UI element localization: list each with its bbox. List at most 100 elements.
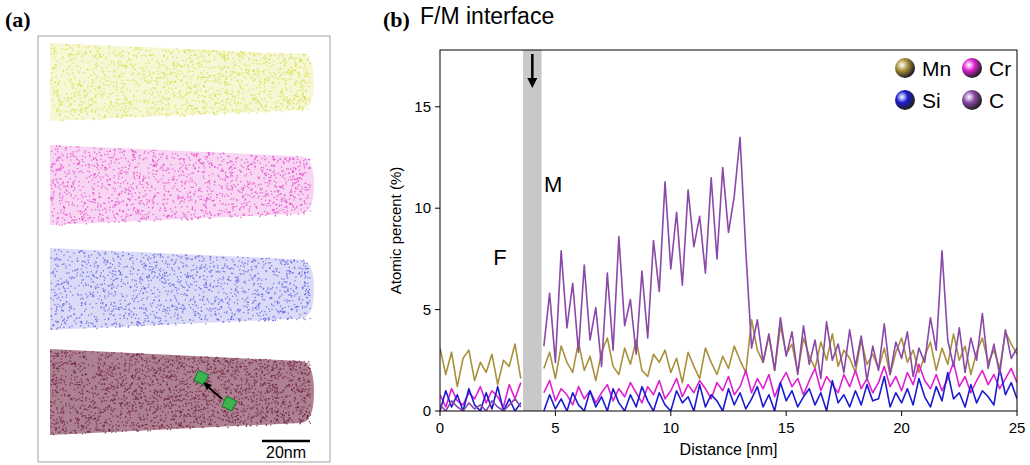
atom-dot <box>223 56 224 57</box>
atom-dot <box>142 73 143 74</box>
atom-dot <box>301 110 302 111</box>
atom-dot <box>261 105 262 106</box>
atom-dot <box>108 222 109 223</box>
atom-dot <box>290 71 291 72</box>
atom-dot <box>151 108 152 109</box>
atom-dot <box>265 89 266 90</box>
atom-dot <box>187 108 188 109</box>
atom-dot <box>294 59 295 60</box>
atom-dot <box>287 96 288 97</box>
atom-dot <box>189 92 190 93</box>
atom-dot <box>246 107 247 108</box>
atom-dot <box>286 72 287 73</box>
atom-dot <box>276 106 277 107</box>
atom-dot <box>106 67 107 68</box>
atom-dot <box>304 187 305 188</box>
atom-dot <box>281 96 282 97</box>
atom-dot <box>180 65 181 66</box>
atom-dot <box>87 171 88 172</box>
atom-dot <box>121 115 122 116</box>
atom-dot <box>260 189 261 190</box>
atom-dot <box>138 163 139 164</box>
atom-dot <box>168 103 169 104</box>
atom-dot <box>298 76 299 77</box>
atom-dot <box>142 115 143 116</box>
atom-dot <box>211 81 212 82</box>
atom-dot <box>181 79 182 80</box>
atom-dot <box>222 193 223 194</box>
atom-dot <box>54 64 55 65</box>
atom-dot <box>221 75 222 76</box>
atom-dot <box>253 80 254 81</box>
atom-dot <box>100 91 101 92</box>
atom-dot <box>278 72 279 73</box>
atom-dot <box>266 205 267 206</box>
atom-dot <box>269 91 270 92</box>
atom-dot <box>165 50 166 51</box>
atom-dot <box>168 107 169 108</box>
atom-dot <box>264 159 265 160</box>
atom-dot <box>153 97 154 98</box>
atom-dot <box>145 101 146 102</box>
atom-dot <box>141 55 142 56</box>
atom-dot <box>205 159 206 160</box>
atom-dot <box>124 103 125 104</box>
atom-dot <box>194 194 195 195</box>
atom-dot <box>147 81 148 82</box>
atom-dot <box>85 97 86 98</box>
atom-dot <box>220 70 221 71</box>
atom-dot <box>130 63 131 64</box>
atom-dot <box>265 98 266 99</box>
atom-dot <box>281 92 282 93</box>
atom-dot <box>281 89 282 90</box>
atom-dot <box>238 94 239 95</box>
atom-dot <box>246 69 247 70</box>
atom-dot <box>137 49 138 50</box>
atom-dot <box>68 98 69 99</box>
atom-dot <box>243 53 244 54</box>
atom-dot <box>249 103 250 104</box>
atom-dot <box>112 211 113 212</box>
atom-dot <box>261 107 262 108</box>
atom-dot <box>68 117 69 118</box>
atom-dot <box>247 105 248 106</box>
atom-dot <box>271 82 272 83</box>
atom-dot <box>126 98 127 99</box>
atom-dot <box>87 93 88 94</box>
atom-dot <box>116 102 117 103</box>
atom-dot <box>177 70 178 71</box>
atom-dot <box>278 100 279 101</box>
atom-dot <box>57 94 58 95</box>
atom-dot <box>232 67 233 68</box>
atom-dot <box>271 55 272 56</box>
atom-dot <box>172 157 173 158</box>
atom-dot <box>169 50 170 51</box>
atom-dot <box>296 93 297 94</box>
atom-dot <box>204 156 205 157</box>
atom-dot <box>221 195 222 196</box>
atom-dot <box>280 103 281 104</box>
atom-dot <box>232 95 233 96</box>
atom-dot <box>68 100 69 101</box>
atom-dot <box>123 65 124 66</box>
atom-dot <box>86 53 87 54</box>
atom-dot <box>227 188 228 189</box>
atom-dot <box>192 115 193 116</box>
atom-dot <box>146 68 147 69</box>
atom-dot <box>176 57 177 58</box>
atom-dot <box>94 88 95 89</box>
atom-dot <box>67 45 68 46</box>
atom-dot <box>265 200 266 201</box>
atom-dot <box>108 112 109 113</box>
atom-dot <box>257 77 258 78</box>
atom-dot <box>208 182 209 183</box>
atom-dot <box>55 91 56 92</box>
atom-dot <box>169 69 170 70</box>
atom-dot <box>149 71 150 72</box>
atom-dot <box>66 189 67 190</box>
atom-dot <box>168 88 169 89</box>
atom-dot <box>77 168 78 169</box>
atom-dot <box>260 91 261 92</box>
atom-dot <box>57 170 58 171</box>
atom-dot <box>119 76 120 77</box>
